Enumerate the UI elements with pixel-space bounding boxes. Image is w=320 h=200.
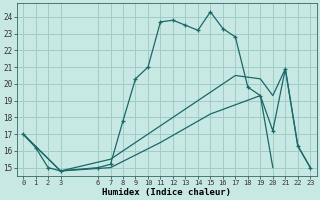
X-axis label: Humidex (Indice chaleur): Humidex (Indice chaleur) [102,188,231,197]
